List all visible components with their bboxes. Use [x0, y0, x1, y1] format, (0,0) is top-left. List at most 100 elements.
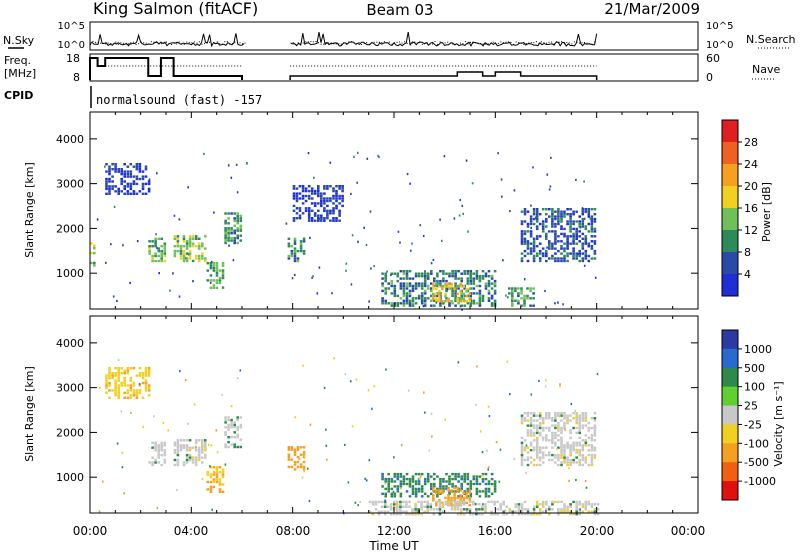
velocity-cell: [426, 508, 429, 511]
power-cell: [185, 240, 189, 243]
power-cell: [575, 242, 578, 245]
velocity-cell: [212, 478, 216, 481]
power-cell: [405, 275, 409, 278]
noise-search-dot: [576, 41, 578, 43]
velocity-cell: [502, 503, 505, 506]
power-cell: [121, 178, 123, 181]
power-cell: [290, 254, 294, 258]
velocity-cell: [447, 503, 451, 506]
power-cell: [523, 237, 527, 240]
velocity-cell: [374, 508, 378, 511]
power-cell: [545, 208, 548, 211]
power-cell: [435, 287, 438, 291]
velocity-cell: [377, 513, 381, 516]
power-cell: [554, 232, 557, 236]
velocity-cell: [563, 444, 566, 447]
velocity-cell: [581, 417, 585, 420]
power-cell: [439, 302, 442, 305]
velocity-cell: [593, 412, 597, 415]
velocity-cell: [105, 374, 108, 377]
velocity-cell: [476, 365, 478, 368]
power-cell: [454, 289, 457, 293]
power-cell: [546, 173, 549, 176]
noise-search-dot: [584, 42, 585, 43]
velocity-cell: [417, 472, 421, 476]
velocity-cell: [123, 372, 126, 375]
power-cell: [409, 182, 411, 185]
power-cell: [105, 163, 108, 166]
noise-search-dot: [176, 43, 178, 45]
velocity-cell: [433, 477, 436, 481]
power-cell: [550, 156, 552, 159]
power-cell: [117, 190, 120, 193]
velocity-cell: [545, 412, 548, 415]
velocity-cell: [487, 468, 489, 471]
velocity-cell: [126, 369, 130, 372]
power-cell: [566, 237, 569, 240]
velocity-cell: [151, 441, 154, 444]
velocity-colorbar-label: Velocity [m s⁻¹]: [772, 381, 785, 466]
power-cell: [563, 215, 566, 218]
velocity-cell: [566, 441, 569, 444]
power-cell: [393, 272, 397, 275]
power-cell: [230, 176, 233, 179]
velocity-cell: [426, 500, 429, 504]
velocity-cell: [326, 458, 328, 461]
velocity-cell: [538, 449, 542, 452]
noise-search-dot: [371, 42, 373, 44]
noise-search-dot: [133, 41, 135, 43]
colorbar-segment: [722, 274, 738, 297]
velocity-cell: [144, 381, 148, 385]
power-cell: [287, 254, 291, 258]
velocity-cell: [520, 513, 524, 516]
power-cell: [351, 234, 354, 237]
power-cell: [532, 304, 535, 307]
velocity-cell: [514, 503, 518, 506]
power-cell: [393, 304, 397, 307]
velocity-cell: [551, 458, 554, 462]
velocity-cell: [575, 417, 578, 420]
power-cell: [341, 187, 344, 190]
power-cell: [523, 249, 527, 253]
velocity-cell: [396, 513, 399, 516]
power-cell: [335, 204, 338, 208]
velocity-cell: [428, 449, 431, 452]
velocity-cell: [393, 475, 397, 478]
noise-search-dot: [426, 42, 428, 44]
velocity-cell: [566, 421, 569, 425]
velocity-cell: [472, 482, 476, 486]
power-cell: [554, 217, 557, 221]
velocity-cell: [596, 372, 599, 376]
velocity-cell: [123, 369, 126, 372]
power-cell: [529, 304, 532, 307]
velocity-cell: [148, 461, 151, 464]
power-cell: [538, 222, 542, 226]
power-cell: [529, 220, 533, 223]
power-cell: [393, 302, 397, 305]
power-cell: [541, 220, 545, 223]
power-cell: [432, 285, 435, 288]
power-cell: [114, 168, 117, 171]
velocity-cell: [111, 389, 114, 392]
velocity-cell: [114, 386, 117, 390]
velocity-cell: [411, 480, 415, 483]
velocity-cell: [296, 465, 300, 469]
velocity-cell: [493, 503, 496, 506]
velocity-cell: [301, 476, 304, 479]
power-cell: [160, 259, 163, 263]
velocity-cell: [557, 500, 560, 504]
velocity-cell: [551, 446, 554, 449]
power-cell: [335, 194, 338, 198]
power-cell: [551, 220, 554, 223]
power-cell: [233, 232, 236, 235]
power-cell: [304, 207, 308, 210]
velocity-cell: [484, 492, 488, 495]
power-cell: [459, 285, 462, 288]
power-cell: [442, 277, 445, 280]
power-cell: [345, 262, 348, 265]
velocity-cell: [114, 384, 117, 387]
power-cell: [420, 272, 424, 275]
power-cell: [529, 249, 533, 253]
velocity-cell: [384, 495, 387, 498]
power-cell: [126, 182, 130, 186]
